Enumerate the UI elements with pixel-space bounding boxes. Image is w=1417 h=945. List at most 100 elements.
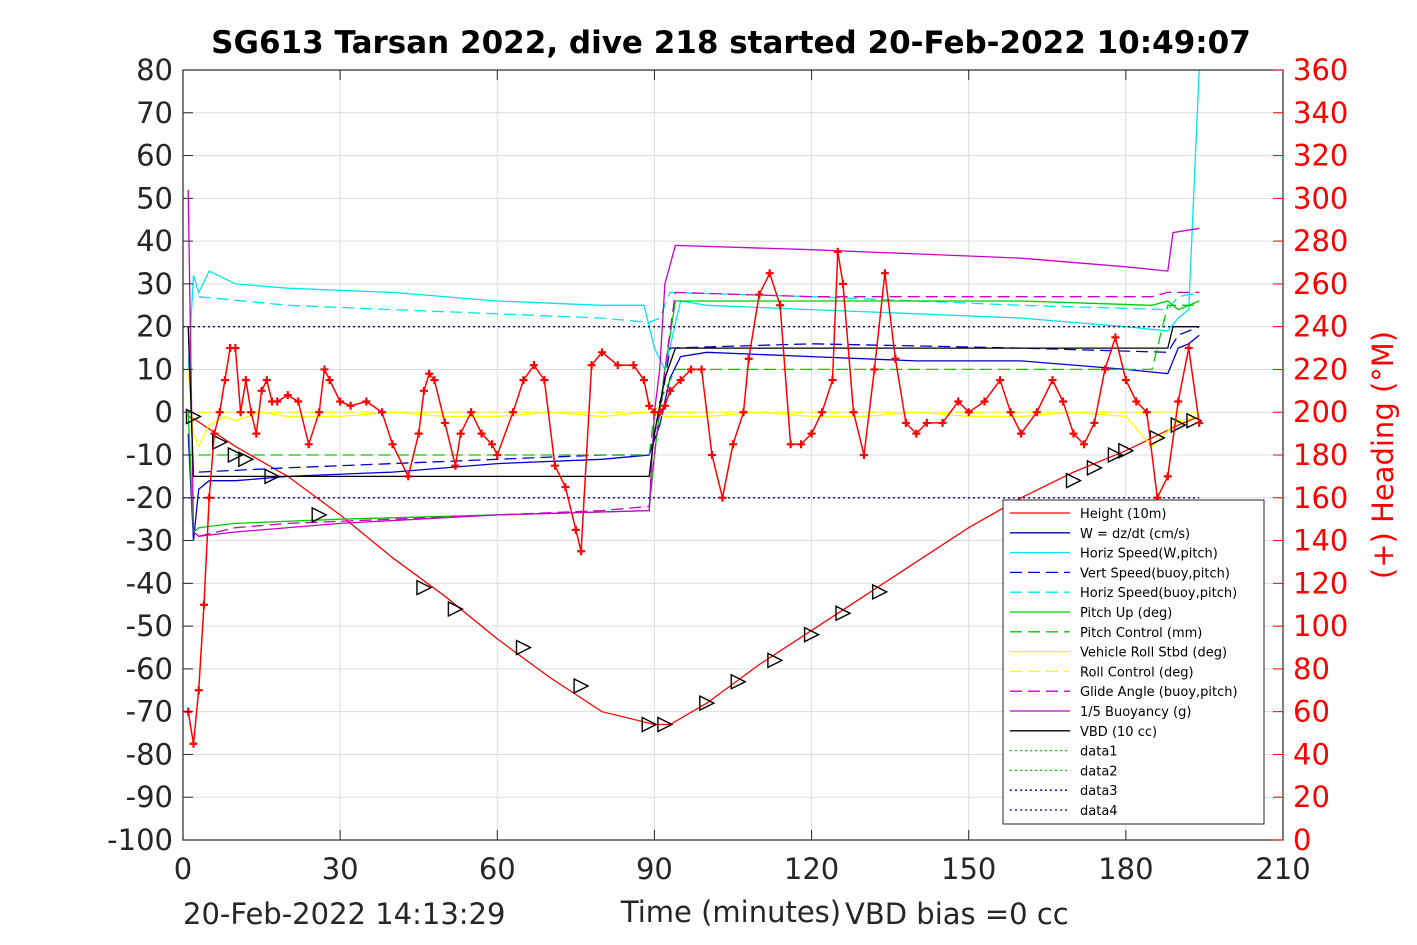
y-tick-label: -70 — [126, 695, 173, 729]
heading-point — [346, 401, 355, 410]
heading-point — [194, 686, 203, 695]
legend-label: data2 — [1080, 764, 1118, 779]
y-tick-label: 40 — [136, 224, 173, 258]
heading-point — [1032, 408, 1041, 417]
x-tick-label: 90 — [636, 852, 673, 886]
depth-marker — [1086, 459, 1103, 476]
heading-point — [776, 301, 785, 310]
heading-point — [315, 408, 324, 417]
heading-point — [430, 376, 439, 385]
heading-point — [676, 376, 685, 385]
heading-point — [378, 408, 387, 417]
depth-marker — [699, 694, 716, 712]
y2-tick-label: 340 — [1293, 96, 1348, 130]
legend-label: Vehicle Roll Stbd (deg) — [1080, 646, 1227, 661]
heading-point — [467, 408, 476, 417]
y-tick-label: -50 — [126, 609, 173, 643]
heading-point — [199, 600, 208, 609]
y-tick-label: 10 — [136, 352, 173, 386]
y2-tick-label: 300 — [1293, 181, 1348, 215]
y2-tick-label: 360 — [1293, 53, 1348, 87]
heading-point — [833, 247, 842, 256]
y2-tick-label: 260 — [1293, 267, 1348, 301]
x-tick-label: 180 — [1098, 852, 1153, 886]
y-tick-label: -10 — [126, 438, 173, 472]
heading-point — [414, 429, 423, 438]
x-tick-label: 0 — [174, 852, 192, 886]
y-tick-label: 70 — [136, 96, 173, 130]
y2-tick-label: 80 — [1293, 652, 1330, 686]
y2-tick-label: 160 — [1293, 481, 1348, 515]
series-line-w-dz-dt-cm-s — [187, 334, 1200, 541]
x-tick-label: 150 — [941, 852, 996, 886]
y-tick-label: 50 — [136, 181, 173, 215]
heading-point — [938, 418, 947, 427]
series-line-height-10m — [187, 415, 1200, 726]
depth-marker — [1186, 412, 1203, 429]
heading-point — [477, 429, 486, 438]
heading-point — [807, 429, 816, 438]
depth-marker — [1170, 416, 1187, 434]
x-axis-ticks: 0 30 60 90 120 150 180 210 — [174, 70, 1311, 886]
heading-point — [859, 451, 868, 459]
depth-marker — [803, 626, 821, 643]
heading-point — [336, 397, 345, 406]
y-tick-label: -30 — [126, 524, 173, 558]
depth-marker — [730, 673, 747, 690]
series-line-1-5-buoyancy-g — [187, 189, 1200, 537]
heading-point — [419, 386, 428, 395]
x-tick-label: 120 — [784, 852, 839, 886]
heading-point — [818, 408, 827, 417]
heading-point — [1132, 397, 1141, 406]
heading-point — [870, 365, 879, 374]
heading-point — [1121, 376, 1130, 385]
heading-point — [849, 408, 858, 417]
y2-axis-label: (+) Heading (°M) — [1366, 331, 1400, 579]
heading-layer — [184, 247, 1204, 748]
heading-point — [901, 418, 910, 427]
chart-title: SG613 Tarsan 2022, dive 218 started 20-F… — [211, 25, 1251, 61]
depth-marker — [767, 652, 784, 669]
heading-point — [587, 361, 596, 370]
legend-label: Glide Angle (buoy,pitch) — [1080, 685, 1238, 700]
heading-point — [456, 429, 465, 438]
series-line-glide-angle-buoy-pitch — [198, 291, 1200, 537]
heading-point — [231, 344, 240, 353]
heading-point — [954, 397, 963, 406]
x-tick-label: 210 — [1255, 852, 1310, 886]
heading-point — [1184, 344, 1193, 353]
heading-point — [708, 451, 717, 459]
heading-point — [1195, 418, 1204, 427]
heading-point — [304, 440, 313, 449]
legend-label: W = dz/dt (cm/s) — [1080, 527, 1190, 542]
heading-point — [294, 397, 303, 406]
marker-layer — [185, 408, 1203, 733]
heading-point — [205, 493, 214, 502]
heading-point — [561, 483, 570, 492]
heading-point — [718, 493, 727, 502]
heading-point — [828, 376, 837, 385]
legend-label: Horiz Speed(buoy,pitch) — [1080, 586, 1237, 601]
heading-point — [839, 279, 847, 288]
heading-point — [362, 397, 371, 406]
y-tick-label: 30 — [136, 267, 173, 301]
y-tick-label: -20 — [126, 481, 173, 515]
depth-marker — [211, 434, 229, 451]
footer-date: 20-Feb-2022 14:13:29 — [183, 897, 506, 931]
heading-point — [488, 440, 497, 449]
heading-point — [912, 429, 921, 438]
heading-point — [1100, 365, 1109, 374]
x-tick-label: 60 — [479, 852, 516, 886]
heading-point — [493, 451, 502, 459]
legend-label: Height (10m) — [1080, 507, 1166, 522]
legend-label: Roll Control (deg) — [1080, 665, 1194, 680]
series-line-vbd-10-cc — [187, 326, 1200, 478]
heading-point — [797, 440, 806, 449]
y2-tick-label: 180 — [1293, 438, 1348, 472]
depth-marker — [1118, 442, 1135, 459]
heading-point — [980, 397, 989, 406]
legend-label: data1 — [1080, 745, 1118, 760]
heading-point — [540, 376, 549, 385]
heading-point — [655, 408, 664, 417]
